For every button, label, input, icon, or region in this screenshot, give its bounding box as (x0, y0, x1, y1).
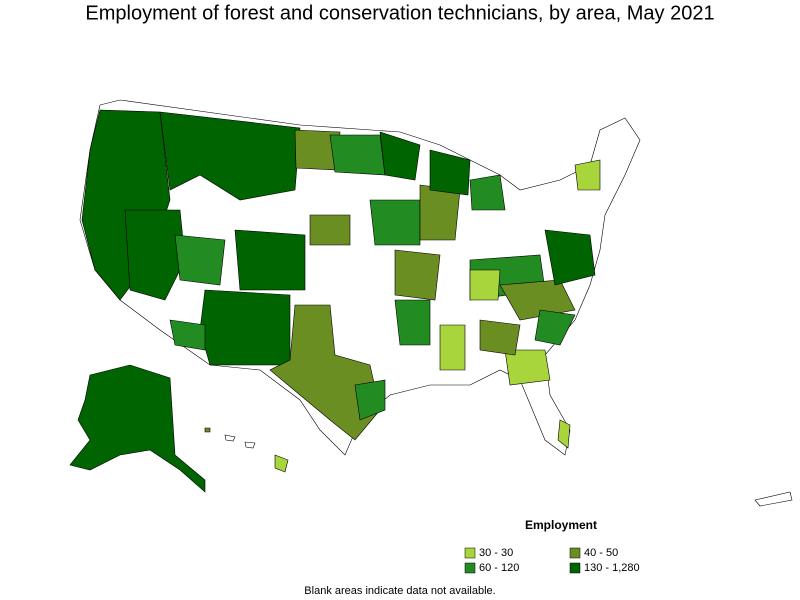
region (504, 349, 551, 386)
legend-swatch (569, 547, 581, 559)
region (534, 309, 576, 346)
region (499, 279, 576, 321)
region (159, 111, 301, 201)
legend-label: 40 - 50 (584, 547, 618, 559)
region (124, 209, 186, 301)
footnote: Blank areas indicate data not available. (304, 585, 495, 597)
region (479, 319, 521, 356)
hawaii (274, 454, 289, 473)
legend-label: 130 - 1,280 (584, 562, 640, 574)
region (354, 379, 386, 421)
legend-swatch (464, 562, 476, 574)
alaska (69, 364, 206, 493)
hawaii (224, 434, 236, 442)
region (369, 199, 421, 246)
region (544, 229, 596, 286)
region (557, 419, 571, 449)
region (234, 229, 306, 291)
region (394, 249, 441, 301)
legend-title: Employment (525, 518, 597, 532)
region (429, 149, 471, 196)
legend: Employment 30 - 30 40 - 50 60 - 120 130 - 1… (464, 518, 640, 574)
puerto-rico (754, 491, 793, 507)
region (169, 319, 206, 351)
legend-label: 60 - 120 (479, 562, 519, 574)
legend-label: 30 - 30 (479, 547, 513, 559)
hawaii (244, 441, 256, 449)
region (199, 289, 291, 366)
region (309, 214, 351, 246)
legend-swatch (464, 547, 476, 559)
hawaii (204, 427, 211, 433)
legend-items: 30 - 30 40 - 50 60 - 120 130 - 1,280 (464, 547, 640, 574)
region (439, 324, 466, 371)
region (269, 304, 381, 441)
region (469, 269, 501, 301)
region (394, 299, 431, 346)
region (574, 159, 601, 191)
legend-swatch (569, 562, 581, 574)
map-title: Employment of forest and conservation te… (85, 2, 714, 24)
map (69, 99, 793, 507)
region (469, 174, 506, 211)
region (174, 234, 226, 286)
region (379, 131, 421, 181)
region (329, 134, 386, 176)
